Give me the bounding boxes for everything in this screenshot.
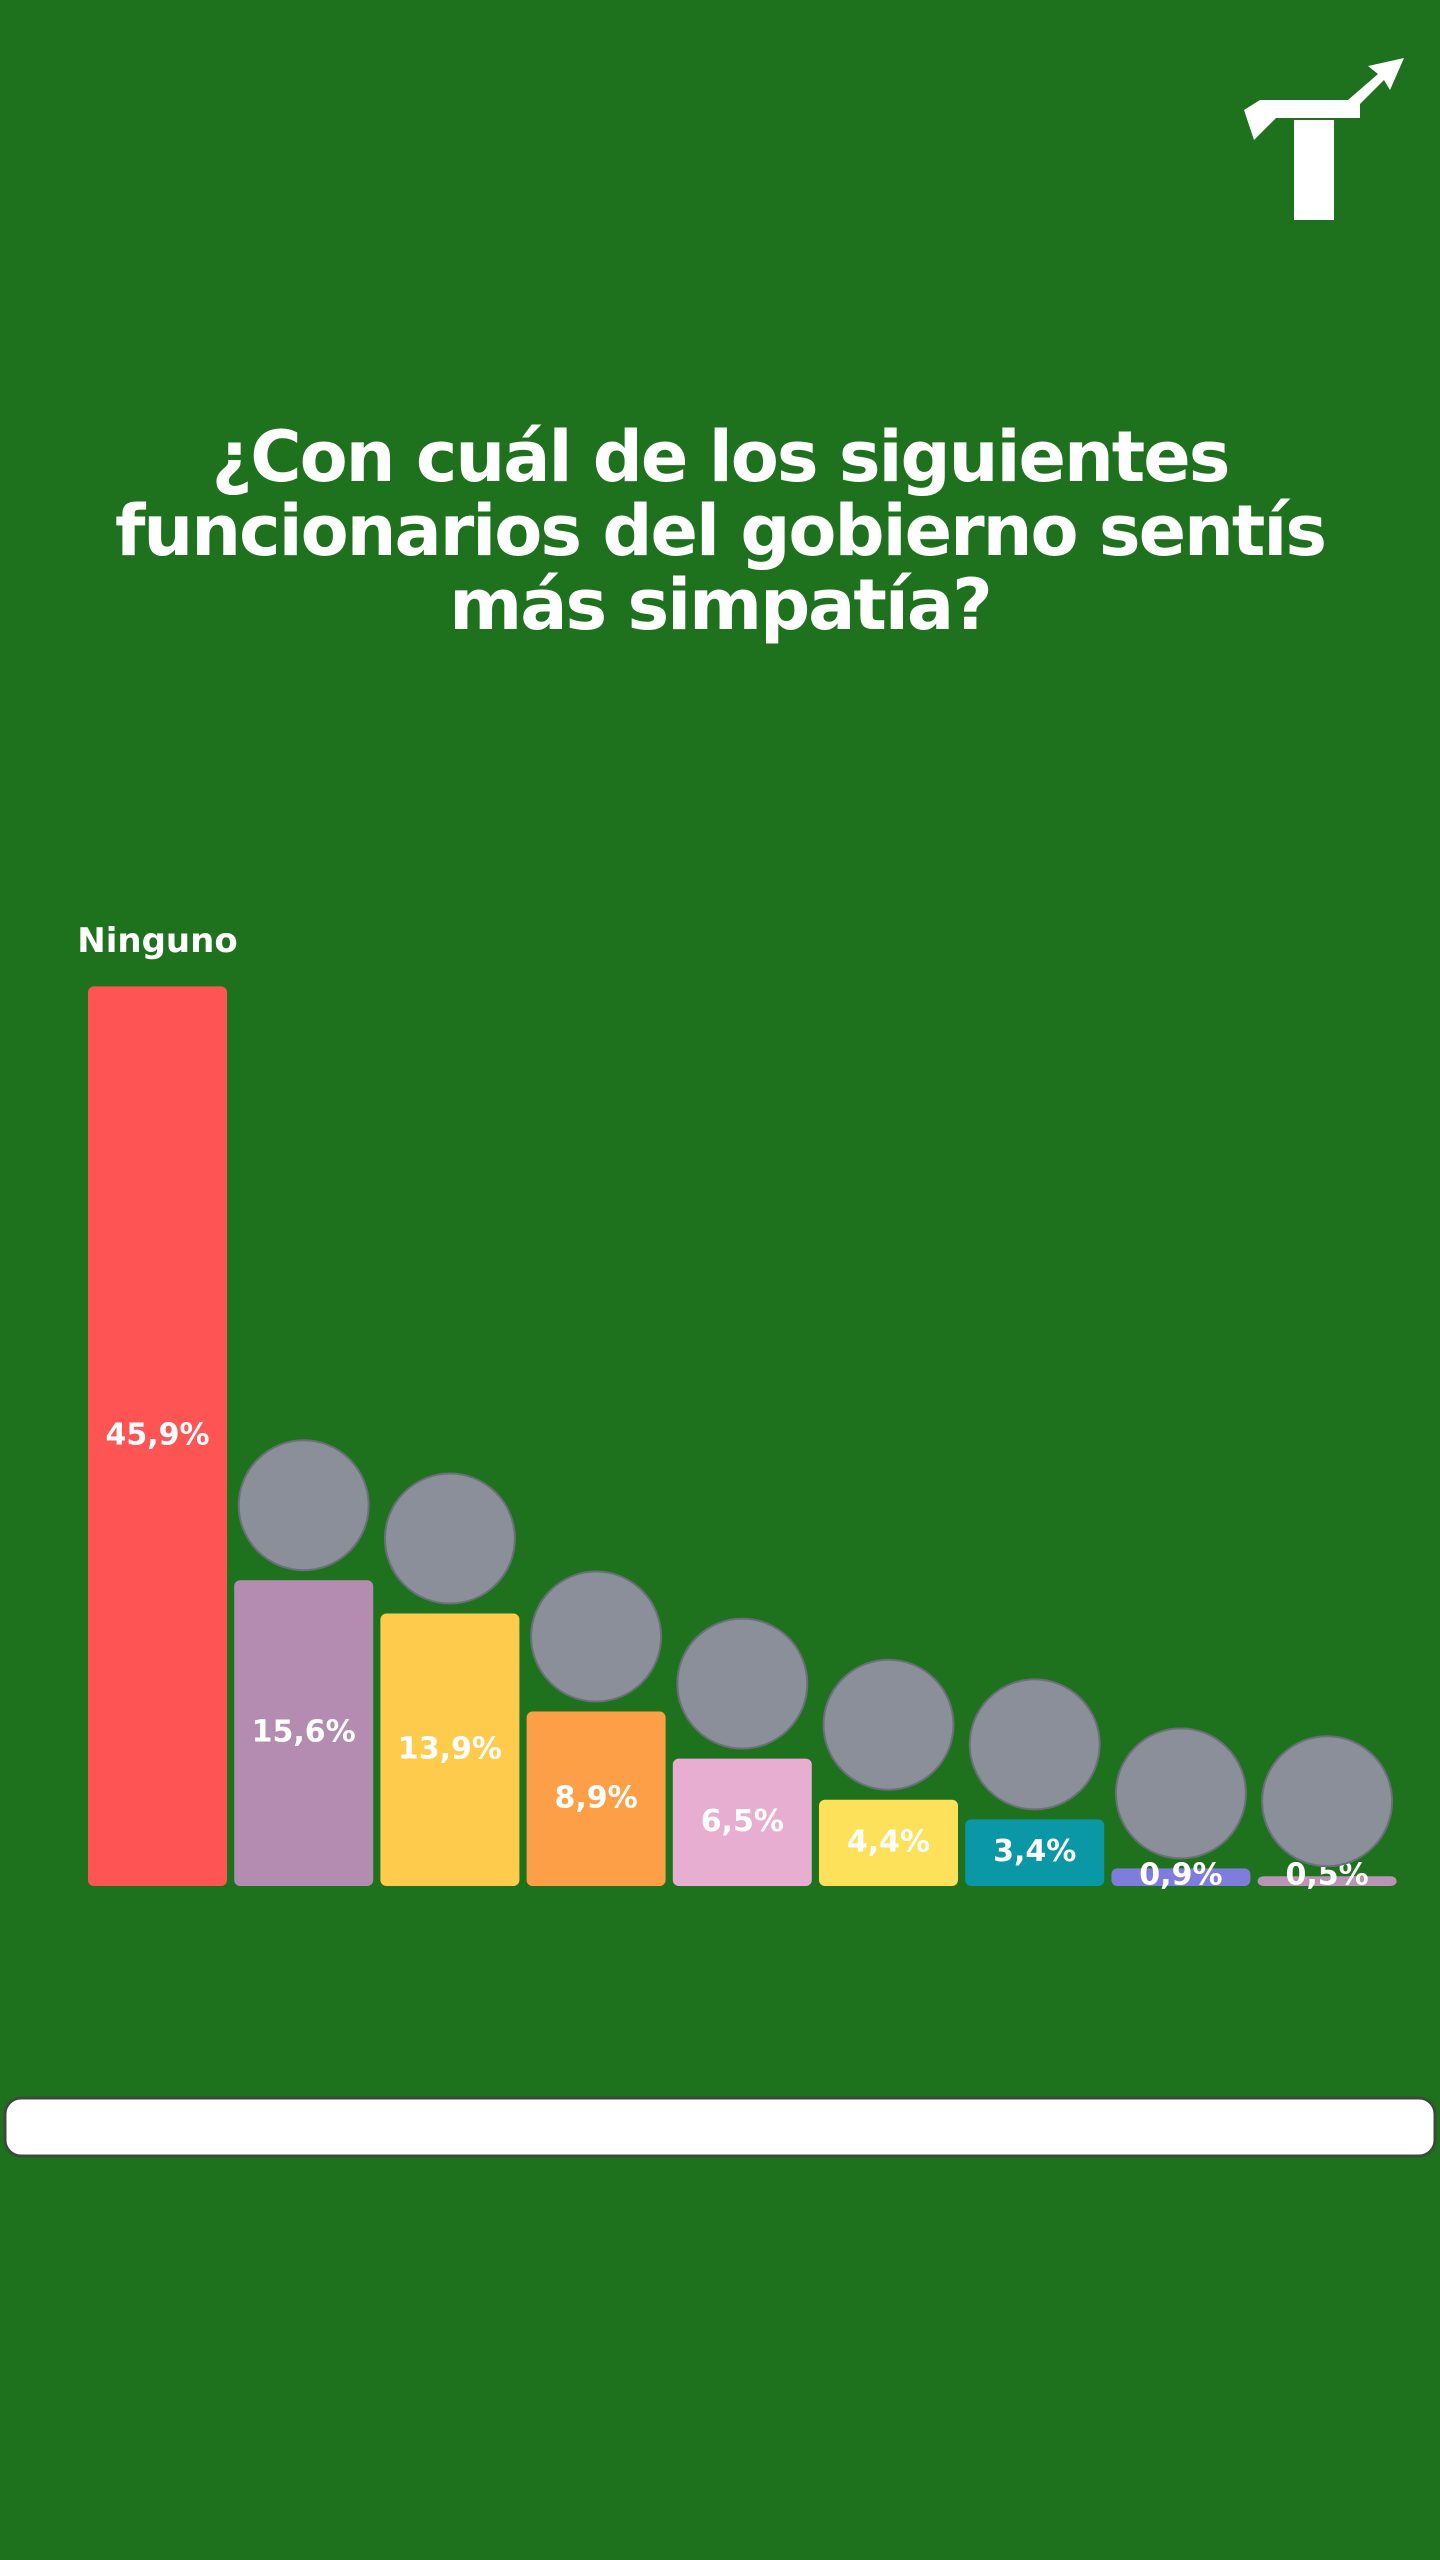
avatar xyxy=(676,1617,809,1750)
value-label: 4,4% xyxy=(847,1824,930,1859)
avatar xyxy=(1114,1727,1247,1860)
bar xyxy=(1111,1868,1251,1886)
value-label: 8,9% xyxy=(554,1780,637,1815)
bar xyxy=(88,986,227,1886)
avatar xyxy=(530,1570,663,1703)
chart-title: ¿Con cuál de los siguientes funcionarios… xyxy=(114,416,1327,646)
value-label: 45,9% xyxy=(105,1418,209,1453)
bar xyxy=(234,1580,374,1886)
avatar xyxy=(1261,1735,1394,1868)
value-label: 0,9% xyxy=(1139,1858,1222,1893)
value-label: 13,9% xyxy=(398,1731,502,1766)
bar xyxy=(526,1711,666,1886)
avatar xyxy=(237,1439,370,1572)
bar xyxy=(1257,1876,1397,1886)
category-label: Ninguno xyxy=(77,921,237,961)
avatar xyxy=(968,1678,1101,1811)
value-label: 6,5% xyxy=(701,1804,784,1839)
value-label: 3,4% xyxy=(993,1834,1076,1869)
bar xyxy=(819,1799,958,1886)
value-label: 15,6% xyxy=(252,1715,356,1750)
avatar xyxy=(383,1472,516,1605)
bar xyxy=(380,1613,520,1886)
avatar xyxy=(822,1658,955,1791)
bar xyxy=(965,1819,1105,1886)
input-bar[interactable] xyxy=(3,2096,1437,2158)
logo xyxy=(1244,58,1404,220)
bar xyxy=(672,1758,812,1886)
